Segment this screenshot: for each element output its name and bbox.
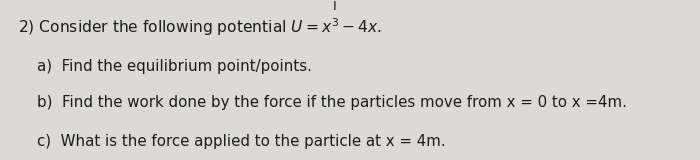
Text: c)  What is the force applied to the particle at x = 4m.: c) What is the force applied to the part… (18, 134, 445, 149)
Text: a)  Find the equilibrium point/points.: a) Find the equilibrium point/points. (18, 59, 312, 74)
Text: b)  Find the work done by the force if the particles move from x = 0 to x =4m.: b) Find the work done by the force if th… (18, 95, 626, 110)
Text: 2) Consider the following potential $U = x^3-4x.$: 2) Consider the following potential $U =… (18, 17, 382, 38)
Text: I: I (333, 0, 337, 13)
